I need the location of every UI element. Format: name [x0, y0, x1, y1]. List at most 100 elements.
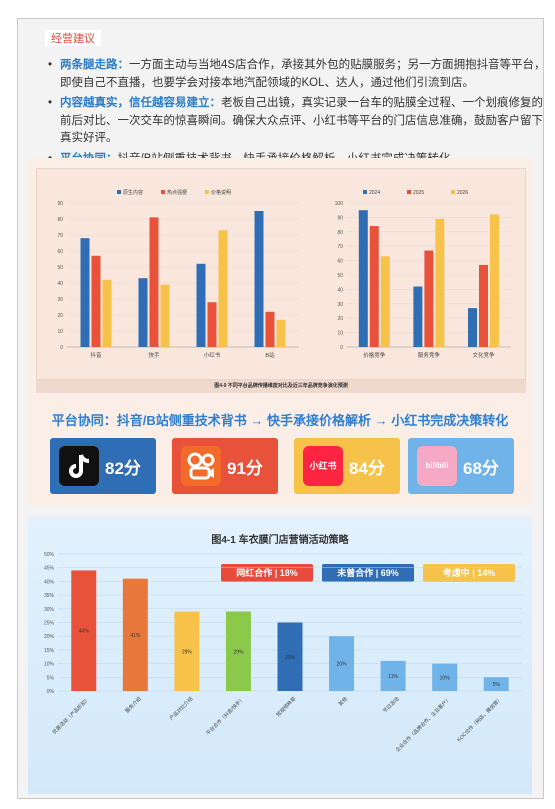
bar	[102, 279, 112, 347]
platform-score: 91分	[227, 459, 263, 478]
tag-considering: 考虑中 | 14%	[423, 564, 515, 582]
chart-caption: 图4-9 不同平台品牌传播维度对比及近三年品牌竞争演化预测	[36, 380, 526, 393]
y-tick-label: 5%	[47, 675, 55, 681]
data-label: 20%	[337, 662, 348, 668]
legend-swatch	[407, 190, 411, 194]
y-tick-label: 0%	[47, 689, 55, 695]
bar	[160, 284, 170, 347]
legend-swatch	[117, 190, 121, 194]
bar	[254, 211, 264, 347]
y-tick-label: 70	[57, 233, 63, 239]
section-title: 经营建议	[45, 30, 101, 46]
legend-label: 价格说明	[211, 189, 231, 196]
y-tick-label: 40%	[44, 579, 55, 585]
platform-comparison-card: 0 10 20 30 40 50 60 70 80 90 抖音 快手 小红书 B站 原生内容 热点强梗 价格说明…	[28, 158, 532, 506]
x-tick-label: 文化竞争	[472, 351, 495, 359]
y-tick-label: 20	[57, 313, 63, 319]
bar	[225, 611, 251, 691]
legend-label: 2026	[457, 190, 468, 196]
y-tick-label: 90	[337, 215, 343, 221]
x-tick-label: 价格竞争	[363, 351, 386, 359]
legend-swatch	[161, 190, 165, 194]
y-tick-label: 25%	[44, 621, 55, 627]
competition-forecast-chart: 0 10 20 30 40 50 60 70 80 90 100 价格竞争 服务竞争 文化竞争 2024 20…	[335, 190, 511, 359]
data-label: 41%	[130, 633, 141, 639]
y-tick-label: 10	[57, 329, 63, 335]
bar	[435, 218, 445, 347]
x-tick-label: 节日活动	[381, 695, 400, 714]
bilibili-logo-icon: bilibili	[417, 446, 457, 486]
data-label: 44%	[79, 629, 90, 635]
bar	[218, 230, 228, 347]
bar	[196, 263, 206, 347]
bar	[358, 210, 368, 347]
bar	[432, 663, 458, 691]
y-tick-label: 20%	[44, 634, 55, 640]
legend-label: 2024	[369, 190, 380, 196]
data-label: 5%	[493, 682, 501, 688]
data-label: 25%	[285, 655, 296, 661]
tag-influencer: 网红合作 | 18%	[221, 564, 313, 582]
y-tick-label: 20	[337, 316, 343, 322]
data-label: 11%	[388, 674, 398, 680]
y-tick-label: 60	[57, 249, 63, 255]
x-tick-label: 快手	[148, 351, 160, 359]
advice-text: 老板自己出镜，真实记录一台车的贴膜全过程、一个划痕修复的前后对比、一次交车的惊喜…	[60, 97, 543, 144]
x-tick-label: 平台合作（抖音/快手）	[205, 695, 246, 736]
y-tick-label: 0	[60, 345, 63, 351]
advice-item: 两条腿走路：一方面主动与当地4S店合作，承接其外包的贴膜服务；另一方面拥抱抖音等…	[48, 57, 546, 92]
kuaishou-logo-icon	[181, 446, 221, 486]
y-tick-label: 30	[57, 297, 63, 303]
bar	[80, 238, 90, 347]
bar	[71, 570, 97, 691]
advice-list: 两条腿走路：一方面主动与当地4S店合作，承接其外包的贴膜服务；另一方面拥抱抖音等…	[48, 57, 546, 171]
advice-keyword: 两条腿走路：	[60, 59, 129, 71]
bar	[91, 255, 101, 347]
x-tick-label: KOC合作（网店、微信营）	[456, 695, 504, 743]
x-tick-label: 服务介绍	[124, 695, 143, 714]
y-tick-label: 80	[337, 230, 343, 236]
advice-text: 一方面主动与当地4S店合作，承接其外包的贴膜服务；另一方面拥抱抖音等平台，即使自…	[60, 59, 546, 89]
bar	[413, 286, 423, 347]
y-tick-label: 35%	[44, 593, 55, 599]
y-tick-label: 15%	[44, 648, 55, 654]
data-label: 29%	[233, 649, 244, 655]
x-tick-label: 服务竞争	[418, 351, 441, 359]
x-tick-label: 优惠活动（产品折扣）	[51, 695, 91, 735]
y-tick-label: 80	[57, 217, 63, 223]
advice-item: 内容越真实，信任越容易建立：老板自己出镜，真实记录一台车的贴膜全过程、一个划痕修…	[48, 95, 546, 148]
x-tick-label: 产品对比介绍	[168, 695, 194, 721]
bar	[149, 217, 159, 347]
y-tick-label: 50	[57, 265, 63, 271]
tag-no-cooperation: 未曾合作 | 69%	[322, 564, 414, 582]
y-tick-label: 0	[340, 345, 343, 351]
bar	[380, 256, 390, 347]
legend-swatch	[363, 190, 367, 194]
platform-tile-douyin: 82分	[50, 438, 156, 494]
y-tick-label: 30%	[44, 607, 55, 613]
marketing-strategy-chart: 0% 5% 10% 15% 20% 25% 30% 35% 40% 45% 50% 44% 优惠活动（产…	[44, 552, 522, 753]
bar	[329, 636, 355, 691]
legend-swatch	[451, 190, 455, 194]
legend-label: 热点强梗	[167, 189, 187, 196]
bar	[479, 264, 488, 347]
platform-charts-box: 0 10 20 30 40 50 60 70 80 90 抖音 快手 小红书 B站 原生内容 热点强梗 价格说明…	[36, 168, 526, 380]
platform-score: 84分	[349, 459, 385, 478]
x-tick-label: 小红书	[204, 351, 221, 359]
platform-tile-xiaohongshu: 小红书 84分	[294, 438, 400, 494]
x-tick-label: 企业合作（品牌合作、企业客户）	[394, 695, 452, 753]
x-tick-label: 抖音	[90, 351, 102, 359]
platform-score: 82分	[105, 459, 141, 478]
data-label: 10%	[440, 675, 451, 681]
advice-keyword: 内容越真实，信任越容易建立：	[60, 97, 221, 109]
legend-label: 2025	[413, 190, 424, 196]
platform-score: 68分	[463, 459, 499, 478]
platform-dimension-chart: 0 10 20 30 40 50 60 70 80 90 抖音 快手 小红书 B站 原生内容 热点强梗 价格说明	[57, 189, 299, 359]
platform-subtitle: 平台协同：抖音/B站侧重技术背书 → 快手承接价格解析 → 小红书完成决策转化	[51, 413, 509, 428]
bar	[276, 319, 286, 347]
strategy-chart-title: 图4-1 车衣膜门店营销活动策略	[211, 535, 349, 546]
bar	[122, 578, 148, 691]
y-tick-label: 40	[57, 281, 63, 287]
bar	[174, 611, 200, 691]
x-tick-label: B站	[265, 351, 275, 359]
